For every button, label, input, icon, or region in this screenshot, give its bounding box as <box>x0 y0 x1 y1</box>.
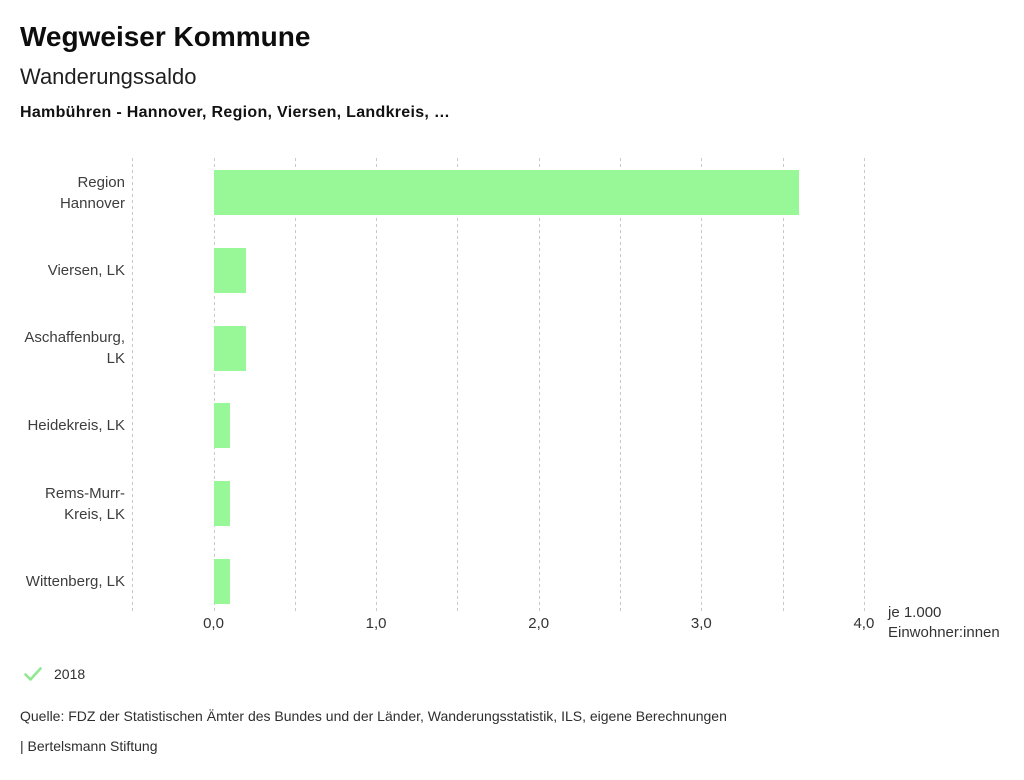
bar-region-hannover[interactable] <box>213 170 799 216</box>
gridline <box>213 158 215 613</box>
gridline <box>782 158 784 613</box>
y-axis-label: Aschaffenburg, LK <box>24 329 125 368</box>
bar-heidekreis-lk[interactable] <box>213 403 230 449</box>
y-axis-label: Viersen, LK <box>47 261 125 279</box>
page-title: Wegweiser Kommune <box>20 21 311 52</box>
x-axis-unit-line1: je 1.000 <box>888 604 942 621</box>
gridline <box>620 158 621 613</box>
x-axis-tick-label: 0,0 <box>203 615 224 632</box>
legend-label: 2018 <box>54 666 86 682</box>
bar-rems-murr-kreis-lk[interactable] <box>213 481 230 526</box>
legend-item-2018[interactable]: 2018 <box>24 666 85 682</box>
source-note: Quelle: FDZ der Statistischen Ämter des … <box>20 708 727 724</box>
y-axis-label: Region Hannover <box>59 173 125 212</box>
chart-title: Wanderungssaldo <box>20 64 197 89</box>
gridline <box>457 158 459 613</box>
x-axis-tick-label: 3,0 <box>690 615 712 632</box>
x-axis-unit-line2: Einwohner:innen <box>888 624 1000 641</box>
y-axis-label: Rems-Murr- Kreis, LK <box>45 484 125 523</box>
gridline <box>294 158 296 613</box>
brand-attribution: | Bertelsmann Stiftung <box>20 738 158 754</box>
bar-chart: Region Hannover Viersen, LK Aschaffenburg, L… <box>0 154 1024 632</box>
y-axis-label: Heidekreis, LK <box>27 417 125 435</box>
bar-viersen-lk[interactable] <box>213 248 247 293</box>
gridline <box>376 158 378 613</box>
bar-wittenberg-lk[interactable] <box>213 558 230 604</box>
x-axis-tick-label: 1,0 <box>365 615 387 632</box>
x-axis-tick-label: 4,0 <box>853 615 875 632</box>
check-icon <box>24 667 42 681</box>
gridline <box>538 158 540 613</box>
gridline <box>701 158 703 613</box>
bar-aschaffenburg-lk[interactable] <box>213 325 247 371</box>
x-axis-tick-label: 2,0 <box>528 615 550 632</box>
x-axis-unit-label: je 1.000 Einwohner:innen <box>888 603 1000 643</box>
chart-selection-breadcrumb: Hambühren - Hannover, Region, Viersen, L… <box>20 104 451 121</box>
gridline <box>863 158 865 613</box>
gridline <box>132 158 134 613</box>
y-axis-label: Wittenberg, LK <box>25 572 125 590</box>
